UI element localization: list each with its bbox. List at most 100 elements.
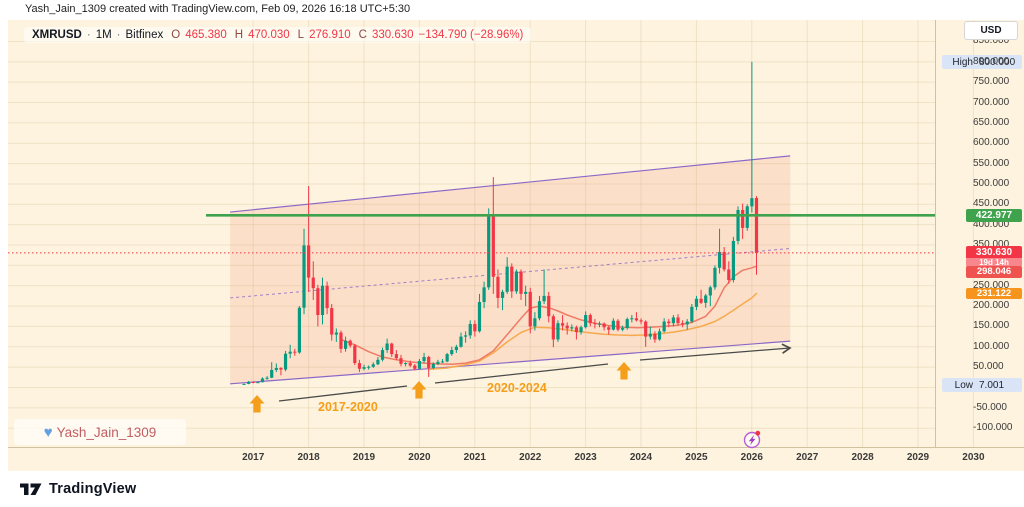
candle-body	[297, 307, 302, 353]
notification-dot	[755, 430, 761, 436]
channel-fill	[230, 155, 791, 384]
tradingview-logo-icon	[20, 483, 42, 495]
candle-body	[750, 198, 754, 207]
visible-range-low: Low 7.001	[942, 378, 1022, 392]
heart-icon: ♥	[43, 423, 53, 441]
candle-body	[454, 346, 458, 351]
candle-body	[311, 277, 315, 289]
candle-body	[597, 323, 602, 325]
candle-body	[685, 321, 689, 325]
candle-body	[588, 315, 592, 324]
candle-body	[307, 245, 311, 278]
candle-body	[634, 318, 639, 321]
price-axis-tick: 800.000	[973, 55, 1010, 67]
trend-line-drawings[interactable]	[278, 343, 792, 402]
ma-slow-line	[427, 292, 758, 370]
up-arrow-drawings[interactable]	[249, 362, 632, 413]
candle-body	[293, 351, 297, 353]
candle-body	[639, 320, 643, 322]
candle-body	[279, 367, 283, 370]
price-axis-tick: 700.000	[973, 96, 1010, 108]
candle-body	[380, 350, 385, 360]
candle-body	[348, 340, 352, 346]
time-axis-year-label: 2026	[740, 452, 763, 463]
time-axis[interactable]: 2017 2018 2019 2020 2021 2022 2023 2024 2025 2026…	[8, 449, 1024, 469]
low-label: L	[297, 29, 305, 41]
candle-body	[514, 271, 519, 292]
candle-body	[445, 354, 449, 362]
grid-lines	[8, 20, 974, 447]
candle-body	[528, 291, 532, 327]
candle-body	[616, 320, 620, 330]
candle-body	[644, 321, 648, 337]
attribution-text: Yash_Jain_1309 created with TradingView.…	[25, 3, 411, 15]
candle-body	[362, 367, 366, 369]
candle-body	[260, 378, 265, 383]
candle-body	[704, 295, 708, 303]
symbol-legend[interactable]: XMRUSD · 1M · Bitfinex O 465.380 H 470.0…	[24, 27, 532, 43]
candle-body	[574, 327, 579, 333]
price-axis-tick: 400.000	[973, 218, 1010, 230]
candle-body	[450, 350, 454, 355]
price-axis-tick: 450.000	[973, 198, 1010, 210]
candle-body	[653, 333, 657, 340]
visible-range-high: High 800.000	[942, 55, 1022, 69]
candle-body	[417, 361, 422, 369]
candle-body	[676, 317, 680, 324]
candle-body	[736, 210, 740, 241]
symbol-name[interactable]: XMRUSD	[32, 29, 82, 41]
candle-body	[570, 327, 574, 329]
price-axis-tick: 600.000	[973, 137, 1010, 149]
event-lightning-icon[interactable]	[743, 430, 761, 449]
candle-body	[681, 323, 685, 325]
candle-body	[496, 276, 500, 298]
candle-body	[713, 267, 717, 288]
ma-fast-value-badge: 298.046	[966, 265, 1022, 278]
author-watermark: ♥ Yash_Jain_1309	[14, 419, 186, 445]
candle-body	[708, 287, 712, 296]
parallel-channel-drawing[interactable]	[230, 155, 791, 385]
candle-body	[611, 320, 615, 330]
candle-body	[247, 381, 251, 384]
time-axis-year-label: 2025	[685, 452, 708, 463]
trend-line	[278, 385, 408, 402]
candle-body	[477, 302, 482, 332]
price-axis[interactable]: High 800.000 Low 7.001 850.000 800.000 750…	[936, 20, 1024, 447]
tradingview-footer[interactable]: TradingView	[20, 481, 136, 497]
price-axis-tick: -100.000	[973, 422, 1013, 434]
candle-body	[593, 323, 597, 325]
low-value: 276.910	[309, 29, 351, 41]
time-axis-year-label: 2029	[906, 452, 930, 463]
candle-body	[316, 288, 320, 316]
candle-body	[662, 321, 666, 332]
high-range-value: 800.000	[979, 56, 1016, 68]
candle-body	[353, 345, 357, 364]
candle-body	[671, 317, 675, 324]
candle-body	[371, 364, 375, 367]
trend-period-label-2017-2020[interactable]: 2017-2020	[318, 400, 378, 414]
candle-body	[560, 323, 565, 326]
candle-body	[399, 358, 403, 364]
candle-body	[270, 369, 274, 378]
candle-body	[551, 316, 555, 340]
tradingview-logo-text: TradingView	[49, 481, 137, 497]
candle-body	[473, 323, 477, 332]
candle-body	[256, 382, 260, 384]
candle-body	[376, 359, 380, 365]
candle-body	[325, 285, 329, 309]
candle-body	[690, 306, 694, 322]
legend-separator: ·	[86, 29, 91, 41]
currency-toggle-button[interactable]: USD	[964, 21, 1018, 40]
candle-body	[620, 328, 625, 330]
candle-body	[468, 323, 472, 336]
trend-period-label-2020-2024[interactable]: 2020-2024	[487, 381, 547, 395]
candle-body	[542, 295, 546, 302]
candlestick-series	[242, 61, 759, 385]
candle-body	[330, 308, 334, 335]
candle-body	[427, 356, 431, 368]
close-label: C	[358, 29, 367, 41]
interval-label[interactable]: 1M	[95, 29, 112, 41]
price-axis-tick: 650.000	[973, 116, 1010, 128]
candle-body	[565, 325, 569, 329]
